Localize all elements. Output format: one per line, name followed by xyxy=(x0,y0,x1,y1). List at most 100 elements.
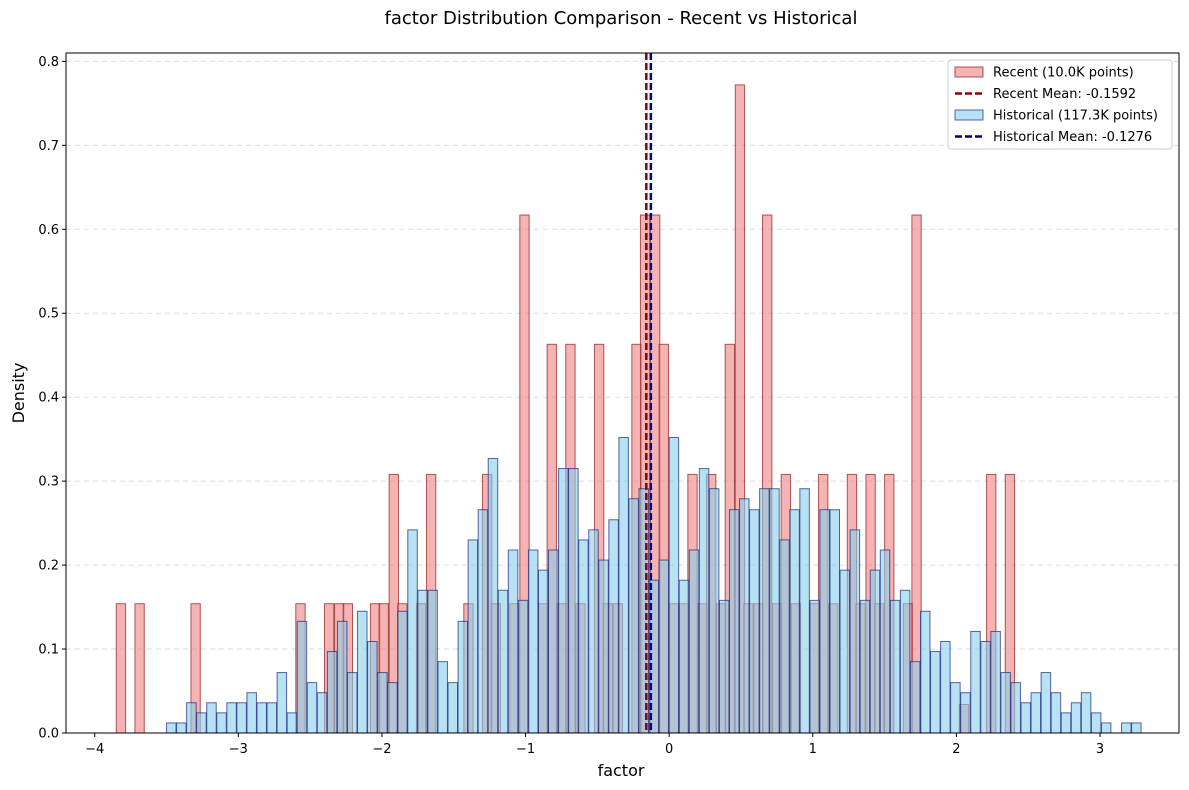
y-axis-label: Density xyxy=(9,363,28,424)
x-tick-label: 0 xyxy=(665,742,673,757)
legend-historical-patch xyxy=(954,109,984,121)
recent-bar xyxy=(911,214,922,734)
mean-lines xyxy=(645,53,653,733)
historical-bar xyxy=(749,509,760,734)
recent-bar xyxy=(115,603,127,734)
historical-bar xyxy=(879,549,891,734)
historical-bar xyxy=(950,682,961,734)
historical-bar xyxy=(849,529,861,734)
y-tick-label: 0.5 xyxy=(38,307,59,322)
historical-bar xyxy=(1040,672,1052,734)
historical-bar xyxy=(548,549,559,734)
x-tick-label: −4 xyxy=(85,742,104,757)
y-tick-label: 0.3 xyxy=(38,475,59,490)
historical-bar xyxy=(598,559,609,734)
historical-bar xyxy=(859,599,871,734)
x-axis-ticks: −4 −3 −2 −1 0 1 2 3 xyxy=(85,733,1104,757)
historical-bar xyxy=(1080,692,1092,734)
historical-bar xyxy=(909,661,921,734)
historical-bar xyxy=(166,722,177,734)
historical-bar xyxy=(970,630,981,734)
historical-bar xyxy=(276,672,288,734)
historical-bar xyxy=(1020,702,1032,734)
historical-bar xyxy=(568,468,579,734)
historical-bar xyxy=(578,539,589,734)
historical-bar xyxy=(789,509,800,734)
historical-bar xyxy=(316,692,328,734)
historical-bar xyxy=(739,498,750,734)
historical-bar xyxy=(799,488,810,734)
historical-bar xyxy=(517,599,529,734)
historical-bar xyxy=(1070,702,1082,734)
historical-bar xyxy=(176,722,187,734)
historical-bar xyxy=(869,569,881,734)
historical-bar xyxy=(718,599,730,734)
y-tick-label: 0.8 xyxy=(38,55,59,70)
legend-box xyxy=(947,59,1173,150)
legend-label: Historical Mean: -0.1276 xyxy=(993,130,1152,145)
historical-bar xyxy=(1131,722,1142,734)
historical-bar xyxy=(216,712,227,734)
historical-bar xyxy=(226,702,237,734)
historical-bar xyxy=(246,692,257,734)
x-tick-label: −2 xyxy=(372,742,391,757)
chart-title: factor Distribution Comparison - Recent … xyxy=(385,8,858,29)
historical-bar xyxy=(367,640,378,734)
historical-bar xyxy=(919,610,931,734)
historical-bar xyxy=(930,651,941,734)
historical-bar xyxy=(447,682,458,734)
x-tick-label: 2 xyxy=(952,742,960,757)
historical-bar xyxy=(628,498,639,734)
historical-bar xyxy=(397,610,408,734)
y-tick-label: 0.6 xyxy=(38,223,59,238)
legend-label: Recent Mean: -0.1592 xyxy=(993,87,1136,102)
x-tick-label: 1 xyxy=(809,742,817,757)
historical-bar xyxy=(377,672,388,734)
historical-bar xyxy=(809,599,820,734)
historical-bar xyxy=(779,539,790,734)
plot-frame xyxy=(65,52,1180,734)
historical-bar xyxy=(477,509,489,734)
historical-bar xyxy=(326,651,338,734)
historical-bar xyxy=(266,702,278,734)
historical-bar xyxy=(769,488,780,734)
recent-bar xyxy=(134,603,145,734)
historical-bar xyxy=(186,702,197,734)
historical-bar xyxy=(256,702,267,734)
y-tick-label: 0.1 xyxy=(38,643,59,658)
legend-label: Historical (117.3K points) xyxy=(993,109,1158,124)
historical-bar xyxy=(346,672,358,734)
historical-bar xyxy=(196,712,207,734)
historical-bar xyxy=(387,682,398,734)
x-tick-label: 3 xyxy=(1096,742,1104,757)
historical-bar xyxy=(487,457,499,734)
historical-bar xyxy=(1050,692,1062,734)
historical-bar xyxy=(1100,722,1112,734)
historical-bar xyxy=(357,610,368,734)
y-tick-label: 0.4 xyxy=(38,391,59,406)
x-axis-label: factor xyxy=(598,761,645,780)
legend-label: Recent (10.0K points) xyxy=(993,66,1134,81)
historical-bar xyxy=(296,620,308,734)
y-tick-label: 0.7 xyxy=(38,139,59,154)
y-axis-ticks: 0.0 0.1 0.2 0.3 0.4 0.5 0.6 0.7 0.8 xyxy=(38,55,66,742)
historical-bar xyxy=(829,509,840,734)
historical-bar xyxy=(497,589,509,734)
historical-bar xyxy=(618,436,629,734)
historical-bar xyxy=(437,661,448,734)
historical-bar xyxy=(708,488,720,734)
historical-bar xyxy=(678,579,690,734)
legend: Recent (10.0K points) Recent Mean: -0.159… xyxy=(947,59,1173,150)
historical-bar xyxy=(588,529,599,734)
historical-bar xyxy=(417,589,428,734)
historical-bar xyxy=(668,436,680,734)
historical-bar xyxy=(889,599,901,734)
historical-bar xyxy=(990,630,1001,734)
historical-bar xyxy=(286,712,298,734)
historical-bar xyxy=(306,682,318,734)
historical-bar xyxy=(236,702,247,734)
legend-recent-patch xyxy=(954,66,984,78)
y-tick-label: 0.0 xyxy=(38,727,59,742)
historical-bar xyxy=(759,488,770,734)
